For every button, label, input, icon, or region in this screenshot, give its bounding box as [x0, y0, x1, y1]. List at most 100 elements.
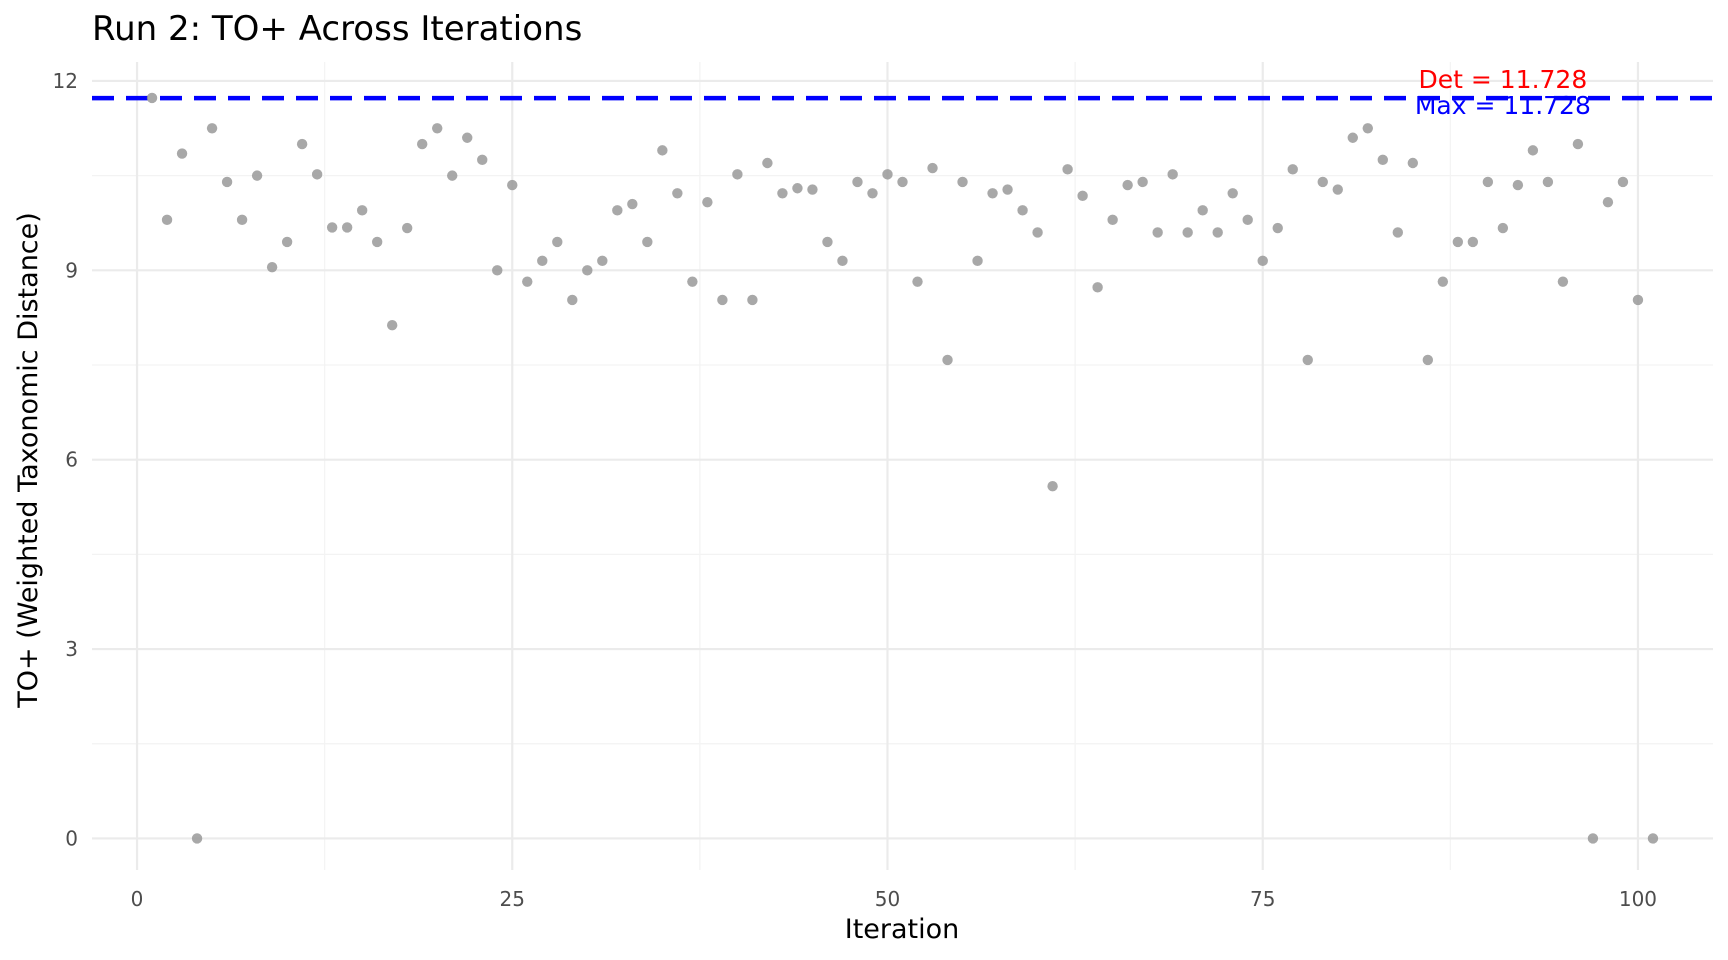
data-point: [582, 265, 593, 276]
data-point: [417, 138, 428, 150]
data-point: [1437, 276, 1449, 287]
data-points: [146, 92, 1659, 844]
data-point: [1512, 179, 1524, 191]
data-point: [1002, 184, 1013, 195]
data-point: [537, 255, 548, 267]
data-point: [386, 320, 398, 331]
data-point: [1077, 190, 1088, 202]
x-tick-labels: 0 25 50 75 100: [131, 887, 1657, 911]
data-point: [897, 176, 908, 188]
data-point: [672, 188, 683, 199]
data-point: [1212, 227, 1223, 238]
y-tick-label: 3: [65, 637, 78, 661]
data-point: [341, 222, 353, 233]
data-point: [221, 176, 233, 188]
data-point: [326, 222, 338, 233]
x-tick-label: 75: [1250, 887, 1275, 911]
data-point: [1257, 255, 1268, 267]
x-tick-label: 0: [131, 887, 144, 911]
data-point: [1482, 176, 1494, 188]
data-point: [1587, 833, 1599, 844]
data-point: [1272, 222, 1283, 234]
data-point: [206, 123, 218, 134]
data-point: [627, 198, 638, 210]
data-point: [1287, 164, 1298, 175]
data-point: [822, 236, 833, 248]
data-point: [1182, 227, 1193, 238]
data-point: [462, 132, 473, 143]
data-point: [1377, 154, 1388, 166]
data-point: [161, 214, 173, 226]
x-tick-label: 25: [500, 887, 525, 911]
x-tick-label: 50: [875, 887, 900, 911]
data-point: [1122, 179, 1133, 191]
data-point: [146, 92, 158, 104]
data-point: [777, 188, 788, 199]
data-point: [281, 236, 293, 248]
data-point: [987, 188, 998, 199]
data-point: [732, 169, 743, 180]
data-point: [1152, 227, 1163, 238]
data-point: [792, 183, 803, 194]
data-point: [1047, 481, 1058, 492]
data-point: [1557, 276, 1569, 287]
data-point: [432, 123, 443, 134]
data-point: [687, 276, 698, 287]
data-point: [702, 196, 713, 208]
data-point: [1332, 184, 1343, 195]
data-point: [522, 276, 533, 287]
data-point: [507, 179, 518, 191]
x-axis-title: Iteration: [845, 914, 960, 945]
data-point: [477, 154, 488, 166]
data-point: [657, 145, 668, 156]
data-point: [852, 176, 863, 188]
data-point: [867, 188, 878, 199]
data-point: [1017, 205, 1028, 216]
data-point: [492, 265, 503, 276]
y-tick-label: 9: [65, 258, 78, 282]
data-point: [1227, 188, 1238, 199]
data-point: [912, 276, 923, 287]
data-point: [191, 833, 203, 844]
annotation-label: Det = 11.728: [1418, 65, 1587, 94]
data-point: [1347, 132, 1358, 143]
data-point: [1092, 282, 1103, 293]
data-point: [612, 205, 623, 216]
data-point: [311, 169, 323, 180]
data-point: [1317, 176, 1328, 188]
data-point: [1242, 214, 1253, 226]
data-point: [1617, 176, 1629, 188]
data-point: [597, 255, 608, 267]
data-point: [1497, 222, 1509, 234]
data-point: [1407, 157, 1419, 169]
data-point: [447, 170, 458, 181]
grid-minor-lines: [92, 62, 1713, 870]
data-point: [1062, 164, 1073, 175]
y-tick-label: 0: [65, 826, 78, 850]
y-tick-label: 6: [65, 448, 78, 472]
data-point: [296, 138, 308, 150]
data-point: [236, 214, 248, 226]
data-point: [1302, 354, 1313, 366]
data-point: [251, 170, 263, 181]
data-point: [1647, 833, 1659, 844]
y-axis-title: TO+ (Weighted Taxonomic Distance): [13, 212, 44, 709]
data-point: [957, 176, 968, 188]
data-point: [1197, 205, 1208, 216]
data-point: [1527, 145, 1539, 156]
chart-title: Run 2: TO+ Across Iterations: [92, 9, 582, 49]
data-point: [882, 169, 893, 180]
data-point: [1422, 354, 1434, 366]
data-point: [1362, 123, 1373, 134]
data-point: [266, 261, 278, 273]
y-tick-labels: 0 3 6 9 12: [53, 69, 78, 851]
data-point: [1032, 227, 1043, 238]
data-point: [1107, 214, 1118, 226]
data-point: [1602, 196, 1614, 208]
data-point: [567, 294, 578, 306]
data-point: [176, 148, 188, 159]
data-point: [642, 236, 653, 248]
data-point: [552, 236, 563, 248]
